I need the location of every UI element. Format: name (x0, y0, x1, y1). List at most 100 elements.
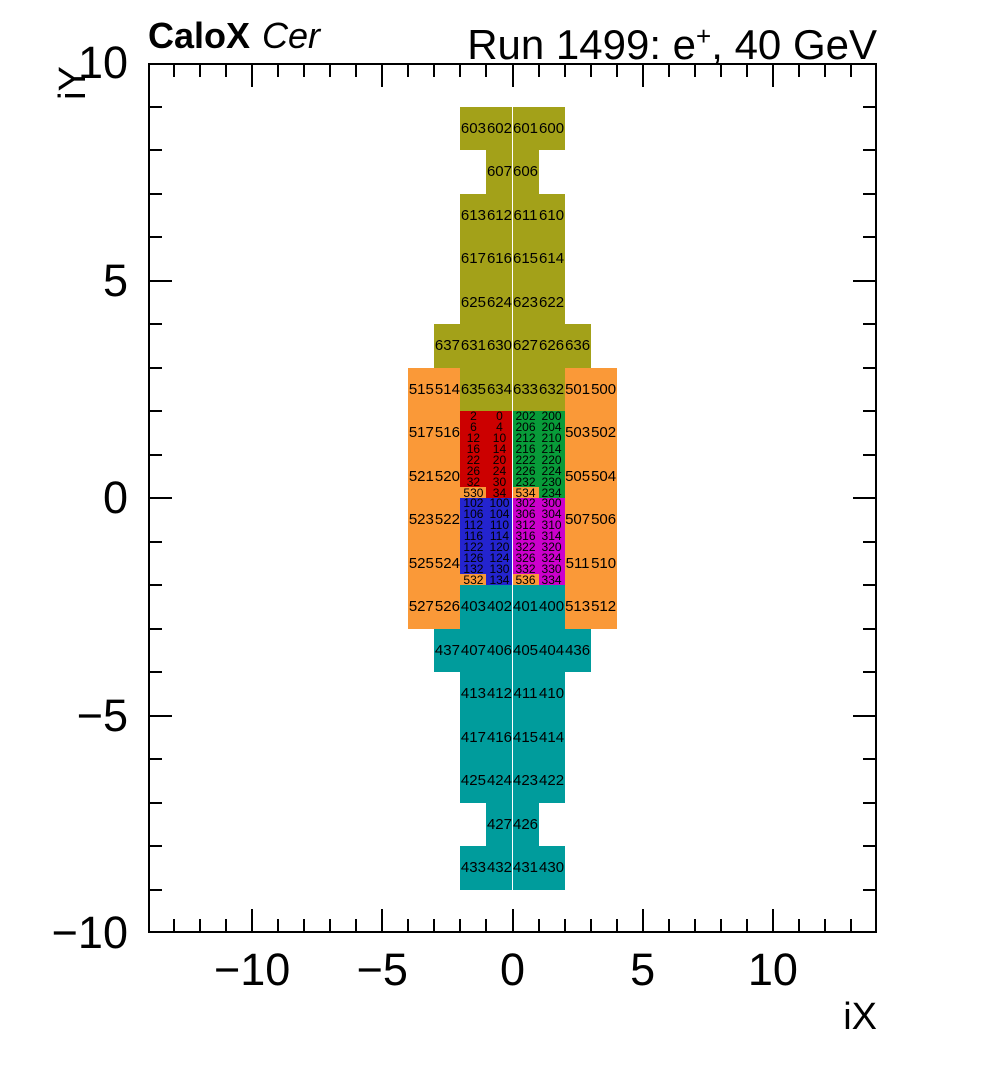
calo-cell: 412 (486, 672, 513, 716)
x-tick (641, 65, 644, 87)
x-tick (823, 919, 826, 931)
calo-cell: 501 (564, 367, 591, 411)
y-tick (150, 627, 162, 630)
calo-cell: 302 (512, 496, 539, 510)
calo-cell: 110 (486, 518, 513, 532)
x-tick (849, 65, 852, 77)
x-tick-label: −10 (213, 944, 291, 995)
y-axis-title: iY (52, 66, 94, 100)
calo-cell: 326 (512, 551, 539, 565)
calo-cell: 34 (486, 486, 513, 500)
y-tick (150, 801, 162, 804)
calo-cell: 234 (538, 486, 565, 500)
calo-cell: 20 (486, 453, 513, 467)
calo-cell: 603 (460, 106, 487, 150)
calo-cell: 102 (460, 496, 487, 510)
y-tick (863, 671, 875, 673)
calo-cell: 304 (538, 507, 565, 521)
calo-cell: 204 (538, 420, 565, 434)
calo-cell: 525 (408, 541, 435, 585)
calo-cell: 426 (512, 802, 539, 846)
calo-cell: 637 (434, 324, 461, 368)
calo-cell: 407 (460, 628, 487, 672)
y-tick-label: −5 (76, 689, 128, 741)
calo-cell: 623 (512, 280, 539, 324)
calo-cell: 511 (564, 541, 591, 585)
calo-cell: 4 (486, 420, 513, 434)
calo-cell: 320 (538, 540, 565, 554)
calo-cell: 502 (590, 411, 617, 455)
x-tick-label: 10 (747, 944, 798, 995)
calo-cell: 427 (486, 802, 513, 846)
y-tick (863, 845, 875, 847)
calo-cell: 126 (460, 551, 487, 565)
calo-cell: 500 (590, 367, 617, 411)
calo-cell: 210 (538, 431, 565, 445)
calo-cell: 517 (408, 411, 435, 455)
calo-cell: 310 (538, 518, 565, 532)
calo-cell: 630 (486, 324, 513, 368)
y-tick (150, 279, 172, 282)
calo-cell: 505 (564, 454, 591, 498)
calo-cell: 112 (460, 518, 487, 532)
calo-cell: 634 (486, 367, 513, 411)
y-tick (853, 497, 875, 499)
calo-cell: 232 (512, 475, 539, 489)
y-tick (150, 845, 162, 847)
y-tick (150, 540, 162, 543)
calo-cell: 512 (590, 585, 617, 629)
calo-cell: 330 (538, 562, 565, 576)
y-tick-label: 0 (102, 472, 128, 523)
calo-cell: 610 (538, 193, 565, 237)
x-tick (225, 919, 228, 931)
calo-cell: 120 (486, 540, 513, 554)
x-axis-title: iX (843, 996, 877, 1038)
calo-cell: 306 (512, 507, 539, 521)
calo-cell: 631 (460, 324, 487, 368)
y-tick (150, 671, 162, 673)
y-tick (150, 758, 162, 760)
x-tick (277, 919, 280, 931)
calo-cell: 515 (408, 367, 435, 411)
x-tick (407, 919, 410, 931)
calo-cell: 510 (590, 541, 617, 585)
calo-cell: 415 (512, 715, 539, 759)
x-tick (771, 909, 774, 931)
x-tick (381, 909, 384, 931)
calo-cell: 400 (538, 585, 565, 629)
calo-cell: 616 (486, 237, 513, 281)
x-tick (641, 909, 644, 931)
calo-cell: 30 (486, 475, 513, 489)
calo-cell: 436 (564, 628, 591, 672)
y-tick-label: 5 (102, 254, 128, 306)
calo-cell: 613 (460, 193, 487, 237)
y-tick (863, 540, 875, 543)
calo-cell: 432 (486, 846, 513, 890)
calo-cell: 410 (538, 672, 565, 716)
calo-cell: 10 (486, 431, 513, 445)
run-info-charge-sup: + (696, 21, 712, 51)
calo-cell: 334 (538, 573, 565, 587)
calo-cell: 627 (512, 324, 539, 368)
y-tick (150, 105, 162, 108)
calo-cell: 437 (434, 628, 461, 672)
x-tick (251, 909, 254, 931)
calo-cell: 226 (512, 464, 539, 478)
calo-cell: 624 (486, 280, 513, 324)
calo-cell: 626 (538, 324, 565, 368)
x-tick (771, 65, 774, 87)
calo-cell: 600 (538, 106, 565, 150)
y-tick (863, 888, 875, 891)
y-tick (863, 366, 875, 369)
calo-cell: 206 (512, 420, 539, 434)
calo-cell: 230 (538, 475, 565, 489)
x-tick (719, 919, 722, 931)
calo-cell: 16 (460, 442, 487, 456)
calo-cell: 516 (434, 411, 461, 455)
calo-cell: 300 (538, 496, 565, 510)
experiment-name: CaloX (148, 15, 251, 56)
calo-cell: 635 (460, 367, 487, 411)
x-tick (797, 919, 800, 931)
calo-cell: 405 (512, 628, 539, 672)
x-tick (459, 919, 462, 931)
